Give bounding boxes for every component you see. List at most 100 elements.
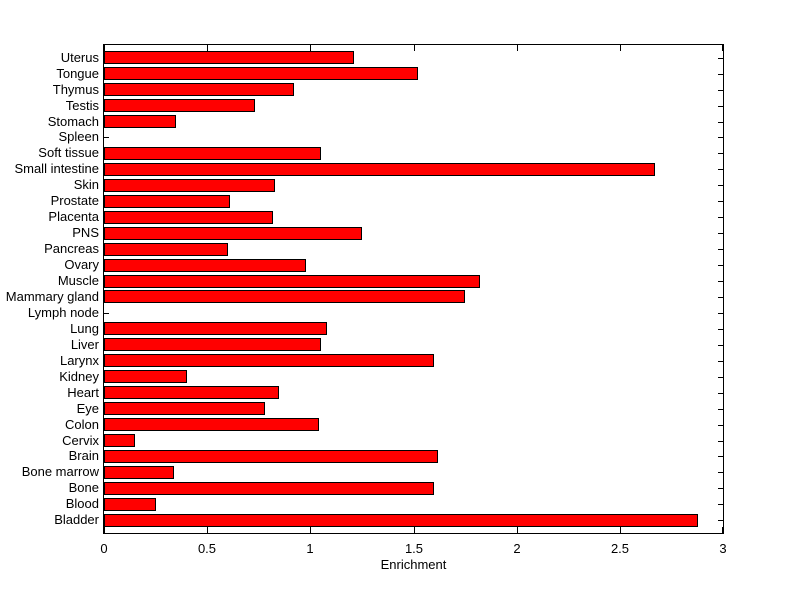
x-tick bbox=[620, 45, 621, 51]
bar bbox=[104, 195, 230, 208]
y-tick-label: Stomach bbox=[47, 114, 99, 129]
x-tick-label: 3 bbox=[719, 541, 727, 556]
y-tick-label: Blood bbox=[65, 496, 99, 511]
y-tick-label: Bone bbox=[68, 480, 99, 495]
y-tick-label: Larynx bbox=[59, 353, 99, 368]
x-tick-label: 0.5 bbox=[197, 541, 217, 556]
x-tick bbox=[310, 527, 311, 533]
y-tick bbox=[718, 393, 723, 394]
bar bbox=[104, 211, 273, 224]
y-tick-label: Soft tissue bbox=[38, 145, 99, 160]
bar bbox=[104, 243, 228, 256]
y-tick-label: Tongue bbox=[56, 66, 99, 81]
bar bbox=[104, 322, 327, 335]
y-tick-label: Pancreas bbox=[44, 241, 99, 256]
y-tick bbox=[104, 313, 109, 314]
y-tick bbox=[718, 265, 723, 266]
y-tick-label: Colon bbox=[65, 417, 99, 432]
bar bbox=[104, 338, 321, 351]
y-tick-label: Mammary gland bbox=[5, 289, 99, 304]
y-tick bbox=[718, 313, 723, 314]
y-tick bbox=[718, 74, 723, 75]
y-tick bbox=[718, 456, 723, 457]
y-tick bbox=[718, 185, 723, 186]
y-tick-label: Bone marrow bbox=[21, 464, 99, 479]
x-tick bbox=[414, 45, 415, 51]
x-tick bbox=[620, 527, 621, 533]
x-tick bbox=[104, 45, 105, 51]
y-tick-label: Muscle bbox=[57, 273, 99, 288]
bar bbox=[104, 354, 434, 367]
bar bbox=[104, 482, 434, 495]
y-tick-label: Bladder bbox=[54, 512, 99, 527]
y-tick-label: Testis bbox=[65, 98, 99, 113]
y-tick-label: Skin bbox=[73, 177, 99, 192]
y-tick bbox=[718, 377, 723, 378]
y-tick bbox=[718, 504, 723, 505]
y-tick bbox=[718, 361, 723, 362]
x-axis-label: Enrichment bbox=[380, 557, 447, 572]
y-tick bbox=[718, 297, 723, 298]
bar bbox=[104, 83, 294, 96]
y-tick bbox=[718, 441, 723, 442]
bar bbox=[104, 147, 321, 160]
bar bbox=[104, 163, 655, 176]
y-tick bbox=[718, 58, 723, 59]
bar bbox=[104, 466, 174, 479]
bar bbox=[104, 370, 187, 383]
y-tick-label: Cervix bbox=[62, 433, 99, 448]
y-tick-label: Heart bbox=[67, 385, 99, 400]
bar bbox=[104, 498, 156, 511]
y-tick-label: Brain bbox=[68, 448, 99, 463]
y-tick bbox=[718, 329, 723, 330]
bar bbox=[104, 514, 698, 527]
y-tick-label: Placenta bbox=[48, 209, 99, 224]
y-tick-label: Prostate bbox=[50, 193, 99, 208]
y-tick-label: Ovary bbox=[64, 257, 99, 272]
x-tick bbox=[414, 527, 415, 533]
y-tick bbox=[718, 217, 723, 218]
y-tick bbox=[718, 488, 723, 489]
y-tick bbox=[718, 122, 723, 123]
bar bbox=[104, 275, 480, 288]
y-tick-label: Uterus bbox=[60, 50, 99, 65]
bar bbox=[104, 227, 362, 240]
y-tick bbox=[718, 472, 723, 473]
x-tick bbox=[517, 45, 518, 51]
y-tick bbox=[718, 345, 723, 346]
bar bbox=[104, 450, 438, 463]
y-tick bbox=[718, 249, 723, 250]
bar bbox=[104, 51, 354, 64]
x-tick-label: 1 bbox=[306, 541, 314, 556]
y-tick-label: Liver bbox=[70, 337, 99, 352]
x-tick bbox=[722, 527, 723, 533]
bar bbox=[104, 115, 176, 128]
bar bbox=[104, 259, 306, 272]
y-tick bbox=[718, 520, 723, 521]
x-tick bbox=[722, 45, 723, 51]
x-tick bbox=[104, 527, 105, 533]
bar bbox=[104, 386, 279, 399]
x-tick bbox=[310, 45, 311, 51]
y-tick-label: Lung bbox=[70, 321, 99, 336]
y-tick bbox=[718, 90, 723, 91]
bar bbox=[104, 67, 418, 80]
x-tick-label: 2.5 bbox=[610, 541, 630, 556]
bar bbox=[104, 402, 265, 415]
y-tick-label: PNS bbox=[72, 225, 99, 240]
x-tick bbox=[207, 527, 208, 533]
y-tick bbox=[104, 137, 109, 138]
x-tick-label: 2 bbox=[513, 541, 521, 556]
y-tick-label: Lymph node bbox=[27, 305, 99, 320]
y-tick-label: Small intestine bbox=[14, 161, 99, 176]
y-tick bbox=[718, 233, 723, 234]
x-tick-label: 0 bbox=[100, 541, 108, 556]
y-tick bbox=[718, 137, 723, 138]
y-tick-label: Kidney bbox=[59, 369, 99, 384]
y-tick bbox=[718, 201, 723, 202]
y-tick-label: Thymus bbox=[52, 82, 99, 97]
y-tick bbox=[718, 153, 723, 154]
y-tick bbox=[718, 425, 723, 426]
plot-area bbox=[103, 44, 724, 534]
